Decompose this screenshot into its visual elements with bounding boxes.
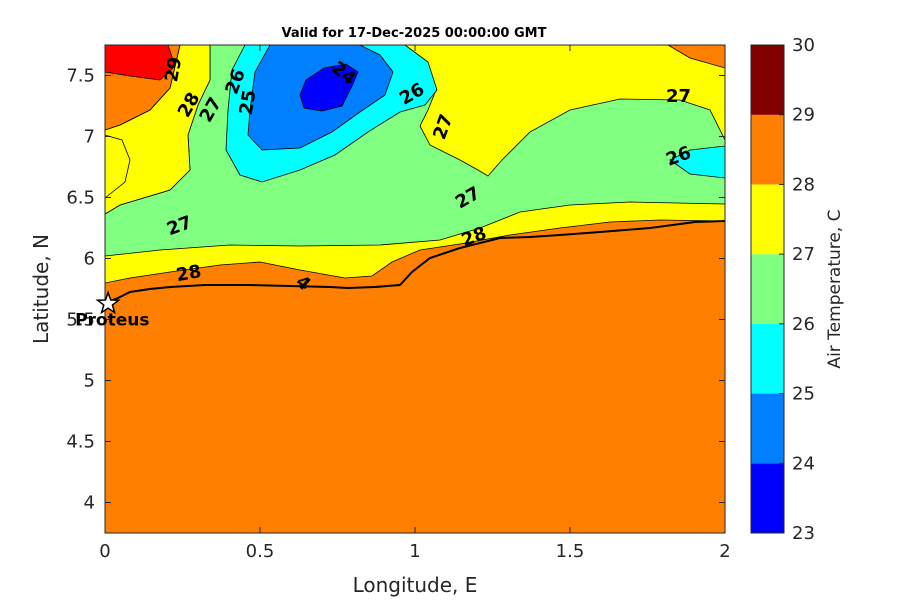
x-axis: 0 0.5 1 1.5 2 bbox=[99, 45, 731, 562]
y-tick-label: 6 bbox=[84, 249, 95, 270]
x-tick-label: 0.5 bbox=[246, 541, 275, 562]
contour-label: 28 bbox=[175, 261, 203, 286]
colorbar-label: Air Temperature, C bbox=[825, 209, 845, 368]
y-tick-label: 5.5 bbox=[66, 310, 95, 331]
marker-label: Proteus bbox=[75, 311, 149, 331]
contour-field bbox=[105, 45, 725, 533]
colorbar-band-top bbox=[751, 45, 784, 115]
colorbar-frame bbox=[750, 44, 785, 534]
y-axis: 4 4.5 5 5.5 6 6.5 7 7.5 bbox=[66, 66, 725, 514]
chart-title: Valid for 17-Dec-2025 00:00:00 GMT bbox=[282, 26, 547, 41]
colorbar-tick-label: 24 bbox=[792, 453, 815, 474]
x-tick-label: 1 bbox=[409, 541, 420, 562]
band-28-29-northeast bbox=[667, 45, 725, 69]
colorbar-band bbox=[751, 184, 784, 255]
colorbar-tick-label: 30 bbox=[792, 35, 815, 56]
contour-label: 25 bbox=[236, 88, 261, 116]
colorbar-tick-label: 27 bbox=[792, 244, 815, 265]
y-tick-label: 7 bbox=[84, 127, 95, 148]
colorbar-ticks: 23 24 25 26 27 28 29 30 bbox=[779, 35, 815, 544]
colorbar-band bbox=[751, 463, 784, 533]
y-tick-label: 7.5 bbox=[66, 66, 95, 87]
y-tick-label: 4 bbox=[84, 493, 95, 514]
y-tick-label: 4.5 bbox=[66, 432, 95, 453]
colorbar bbox=[751, 45, 784, 533]
contour-label: 29 bbox=[161, 55, 186, 83]
band-29-30 bbox=[105, 45, 176, 81]
colorbar-band bbox=[751, 254, 784, 324]
y-tick-label: 6.5 bbox=[66, 188, 95, 209]
x-tick-label: 1.5 bbox=[556, 541, 585, 562]
coastline bbox=[105, 220, 725, 304]
colorbar-tick-label: 26 bbox=[792, 314, 815, 335]
colorbar-band bbox=[751, 323, 784, 394]
colorbar-tick-label: 25 bbox=[792, 384, 815, 405]
colorbar-tick-label: 28 bbox=[792, 174, 815, 195]
contour-label: 27 bbox=[666, 86, 691, 107]
star-icon bbox=[95, 290, 121, 315]
x-tick-label: 2 bbox=[719, 541, 730, 562]
colorbar-tick-label: 23 bbox=[792, 523, 815, 544]
y-tick-label: 5 bbox=[84, 371, 95, 392]
colorbar-band bbox=[751, 393, 784, 464]
colorbar-tick-label: 29 bbox=[792, 105, 815, 126]
y-axis-label: Latitude, N bbox=[29, 234, 53, 344]
band-23-24 bbox=[299, 63, 359, 112]
band-25-26-east bbox=[669, 145, 725, 179]
x-tick-label: 0 bbox=[99, 541, 110, 562]
location-marker: Proteus bbox=[75, 290, 150, 331]
x-axis-label: Longitude, E bbox=[353, 573, 478, 597]
colorbar-band bbox=[751, 114, 784, 185]
band-27-28-west-notch bbox=[105, 134, 131, 199]
